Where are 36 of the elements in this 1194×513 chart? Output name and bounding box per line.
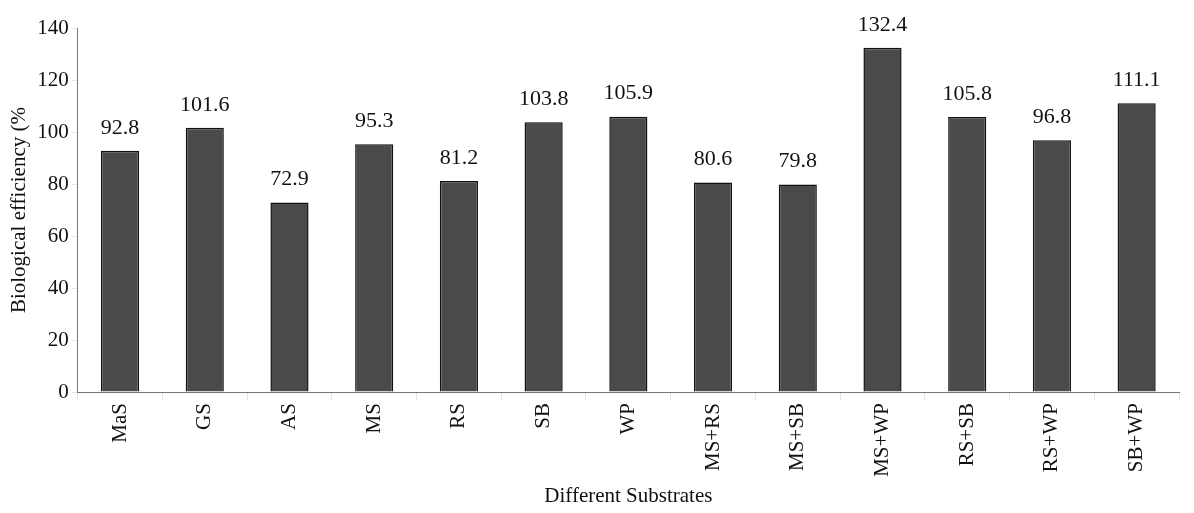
x-tick-label: GS: [191, 403, 216, 430]
data-label: 96.8: [1032, 103, 1072, 129]
x-tick-label: MS+SB: [784, 403, 809, 471]
x-tick-label: WP: [614, 403, 639, 435]
x-tick-label: MS: [360, 403, 385, 434]
x-tick-label: RS+SB: [953, 403, 978, 467]
data-label: 105.8: [942, 79, 992, 105]
y-axis-title: Biological efficiency (%: [6, 107, 31, 314]
x-tick-label: RS+WP: [1038, 403, 1063, 473]
data-label: 79.8: [778, 147, 818, 173]
y-tick-label: 140: [37, 14, 69, 39]
data-label: 72.9: [270, 165, 309, 191]
data-label: 105.9: [603, 79, 654, 105]
x-axis-title: Different Substrates: [544, 482, 713, 507]
y-tick-label: 80: [47, 170, 69, 195]
x-tick-label: RS: [445, 403, 470, 429]
y-tick-label: 100: [37, 118, 69, 143]
data-label: 95.3: [354, 107, 394, 133]
y-tick-label: 40: [47, 274, 69, 299]
data-label: 101.6: [180, 90, 230, 116]
y-tick-label: 20: [47, 326, 69, 351]
data-label: 80.6: [693, 145, 733, 171]
x-tick-label: MS+WP: [869, 403, 894, 477]
x-tick-label: MaS: [106, 403, 131, 443]
y-tick-label: 0: [58, 378, 69, 403]
x-tick-label: SB: [530, 403, 555, 429]
data-label: 81.2: [439, 143, 479, 169]
data-label: 111.1: [1112, 65, 1161, 91]
data-label: 92.8: [100, 113, 140, 139]
y-tick-label: 60: [47, 222, 69, 247]
data-label: 132.4: [857, 10, 908, 36]
x-tick-label: MS+RS: [699, 403, 724, 471]
x-tick-label: SB+WP: [1123, 403, 1148, 473]
data-label: 103.8: [518, 84, 569, 110]
x-tick-label: AS: [276, 403, 300, 430]
y-tick-label: 120: [37, 66, 69, 91]
